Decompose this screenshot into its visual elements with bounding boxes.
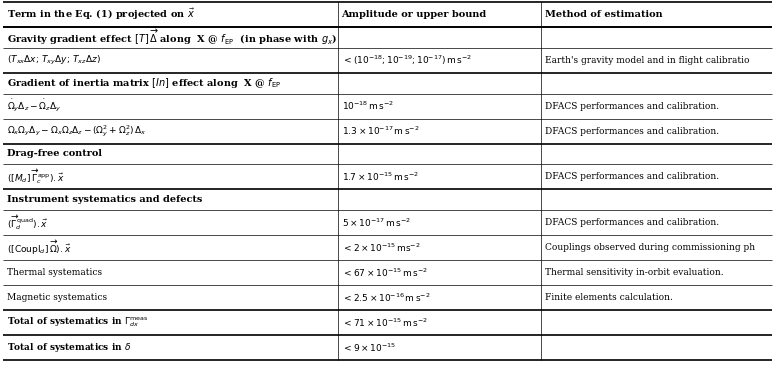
Text: $< 9\times 10^{-15}$: $< 9\times 10^{-15}$ bbox=[342, 341, 396, 354]
Text: Magnetic systematics: Magnetic systematics bbox=[7, 293, 107, 302]
Text: $5\times 10^{-17}\,{\rm m\,s}^{-2}$: $5\times 10^{-17}\,{\rm m\,s}^{-2}$ bbox=[342, 216, 411, 229]
Text: $< 2.5\times 10^{-16}\,{\rm m\,s}^{-2}$: $< 2.5\times 10^{-16}\,{\rm m\,s}^{-2}$ bbox=[342, 291, 430, 304]
Text: Term in the Eq. (1) projected on $\vec{x}$: Term in the Eq. (1) projected on $\vec{x… bbox=[7, 7, 195, 22]
Text: $1.7\times 10^{-15}\,{\rm m\,s}^{-2}$: $1.7\times 10^{-15}\,{\rm m\,s}^{-2}$ bbox=[342, 171, 418, 183]
Text: Thermal sensitivity in-orbit evaluation.: Thermal sensitivity in-orbit evaluation. bbox=[546, 268, 724, 277]
Text: $([M_d]\,\overrightarrow{\Gamma}_c^{\,{\rm app}}).\vec{x}$: $([M_d]\,\overrightarrow{\Gamma}_c^{\,{\… bbox=[7, 167, 65, 186]
Text: DFACS performances and calibration.: DFACS performances and calibration. bbox=[546, 127, 719, 135]
Text: Total of systematics in $\delta$: Total of systematics in $\delta$ bbox=[7, 341, 131, 354]
Text: DFACS performances and calibration.: DFACS performances and calibration. bbox=[546, 102, 719, 110]
Text: Instrument systematics and defects: Instrument systematics and defects bbox=[7, 195, 202, 204]
Text: $10^{-18}\,{\rm m\,s}^{-2}$: $10^{-18}\,{\rm m\,s}^{-2}$ bbox=[342, 100, 394, 112]
Text: Total of systematics in $\Gamma_{dx}^{\rm meas}$: Total of systematics in $\Gamma_{dx}^{\r… bbox=[7, 316, 148, 329]
Text: $< 71\times 10^{-15}\,{\rm m\,s}^{-2}$: $< 71\times 10^{-15}\,{\rm m\,s}^{-2}$ bbox=[342, 316, 427, 329]
Text: $\Omega_x\Omega_y\Delta_y - \Omega_x\Omega_z\Delta_z - (\Omega_y^2+\Omega_z^2)\,: $\Omega_x\Omega_y\Delta_y - \Omega_x\Ome… bbox=[7, 123, 146, 139]
Text: Earth's gravity model and in flight calibratio: Earth's gravity model and in flight cali… bbox=[546, 56, 749, 65]
Text: Amplitude or upper bound: Amplitude or upper bound bbox=[342, 10, 487, 19]
Text: Finite elements calculation.: Finite elements calculation. bbox=[546, 293, 673, 302]
Text: $([{\rm Coupl}_d]\,\overrightarrow{\Omega}).\vec{x}$: $([{\rm Coupl}_d]\,\overrightarrow{\Omeg… bbox=[7, 238, 71, 256]
Text: Gradient of inertia matrix $[In]$ effect along  X @ $f_{\rm EP}$: Gradient of inertia matrix $[In]$ effect… bbox=[7, 76, 281, 90]
Text: $< 67\times 10^{-15}\,{\rm m\,s}^{-2}$: $< 67\times 10^{-15}\,{\rm m\,s}^{-2}$ bbox=[342, 266, 427, 279]
Text: Method of estimation: Method of estimation bbox=[546, 10, 663, 19]
Text: Drag-free control: Drag-free control bbox=[7, 149, 102, 159]
Text: $1.3\times 10^{-17}\,{\rm m\,s}^{-2}$: $1.3\times 10^{-17}\,{\rm m\,s}^{-2}$ bbox=[342, 125, 419, 137]
Text: $< (10^{-18};10^{-19};10^{-17})\,{\rm m\,s}^{-2}$: $< (10^{-18};10^{-19};10^{-17})\,{\rm m\… bbox=[342, 54, 471, 67]
Text: $(T_{xx}\Delta x;\, T_{xy}\Delta y;\, T_{xz}\Delta z)$: $(T_{xx}\Delta x;\, T_{xy}\Delta y;\, T_… bbox=[7, 54, 101, 67]
Text: DFACS performances and calibration.: DFACS performances and calibration. bbox=[546, 172, 719, 181]
Text: $< 2\times 10^{-15}\,{\rm ms}^{-2}$: $< 2\times 10^{-15}\,{\rm ms}^{-2}$ bbox=[342, 241, 420, 254]
Text: DFACS performances and calibration.: DFACS performances and calibration. bbox=[546, 218, 719, 227]
Text: Thermal systematics: Thermal systematics bbox=[7, 268, 102, 277]
Text: Couplings observed during commissioning ph: Couplings observed during commissioning … bbox=[546, 243, 756, 252]
Text: Gravity gradient effect $[T]\,\overrightarrow{\Delta}$ along  X @ $f_{\rm EP}$  : Gravity gradient effect $[T]\,\overright… bbox=[7, 28, 337, 47]
Text: $\dot{\Omega}_y\Delta_z - \dot{\Omega}_z\Delta_y$: $\dot{\Omega}_y\Delta_z - \dot{\Omega}_z… bbox=[7, 98, 61, 114]
Text: $(\overrightarrow{\Gamma}_d^{\,{\rm quad}}).\vec{x}$: $(\overrightarrow{\Gamma}_d^{\,{\rm quad… bbox=[7, 213, 48, 232]
